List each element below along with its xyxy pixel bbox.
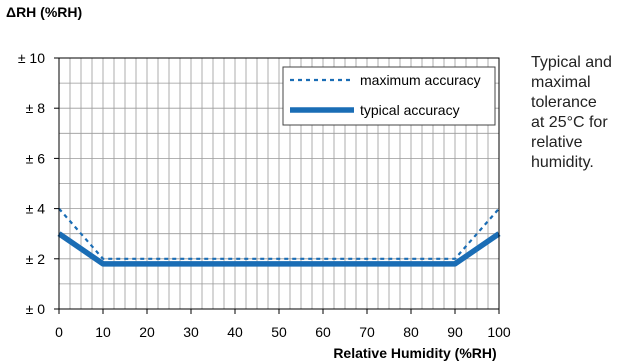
series-lines — [57, 207, 501, 267]
legend-box — [282, 66, 496, 126]
x-tick-label: 40 — [227, 324, 243, 340]
caption-line: relative — [531, 134, 583, 151]
caption-line: humidity. — [531, 154, 594, 171]
legend: maximum accuracy typical accuracy — [282, 66, 496, 126]
legend-label-maximum-accuracy: maximum accuracy — [360, 72, 481, 88]
caption: Typical and maximal tolerance at 25°C fo… — [531, 53, 635, 173]
x-tick-label: 90 — [447, 324, 463, 340]
y-tick-label: ± 10 — [18, 50, 45, 66]
caption-line: tolerance — [531, 94, 597, 111]
legend-label-typical-accuracy: typical accuracy — [360, 102, 460, 118]
y-tick-label: ± 6 — [26, 150, 46, 166]
y-tick-label: ± 0 — [26, 301, 46, 317]
series-line-maximum-accuracy — [58, 207, 500, 260]
y-tick-labels: ± 0 ± 2 ± 4 ± 6 ± 8 ± 10 — [18, 50, 59, 317]
series-line-typical-accuracy — [57, 231, 501, 267]
x-tick-label: 10 — [95, 324, 111, 340]
caption-line: maximal — [531, 74, 591, 91]
x-tick-label: 80 — [403, 324, 419, 340]
x-tick-label: 0 — [55, 324, 63, 340]
y-tick-label: ± 2 — [26, 251, 46, 267]
x-tick-labels: 0 10 20 30 40 50 60 70 80 90 100 — [55, 309, 511, 340]
y-tick-label: ± 8 — [26, 100, 46, 116]
x-tick-label: 100 — [487, 324, 511, 340]
x-tick-label: 30 — [183, 324, 199, 340]
x-tick-label: 20 — [139, 324, 155, 340]
x-tick-label: 60 — [315, 324, 331, 340]
y-tick-label: ± 4 — [26, 201, 46, 217]
caption-line: Typical and — [531, 54, 612, 71]
x-tick-label: 50 — [271, 324, 287, 340]
caption-line: at 25°C for — [531, 114, 608, 131]
y-axis-title: ΔRH (%RH) — [6, 4, 82, 20]
x-axis-title: Relative Humidity (%RH) — [333, 345, 496, 361]
x-tick-label: 70 — [359, 324, 375, 340]
